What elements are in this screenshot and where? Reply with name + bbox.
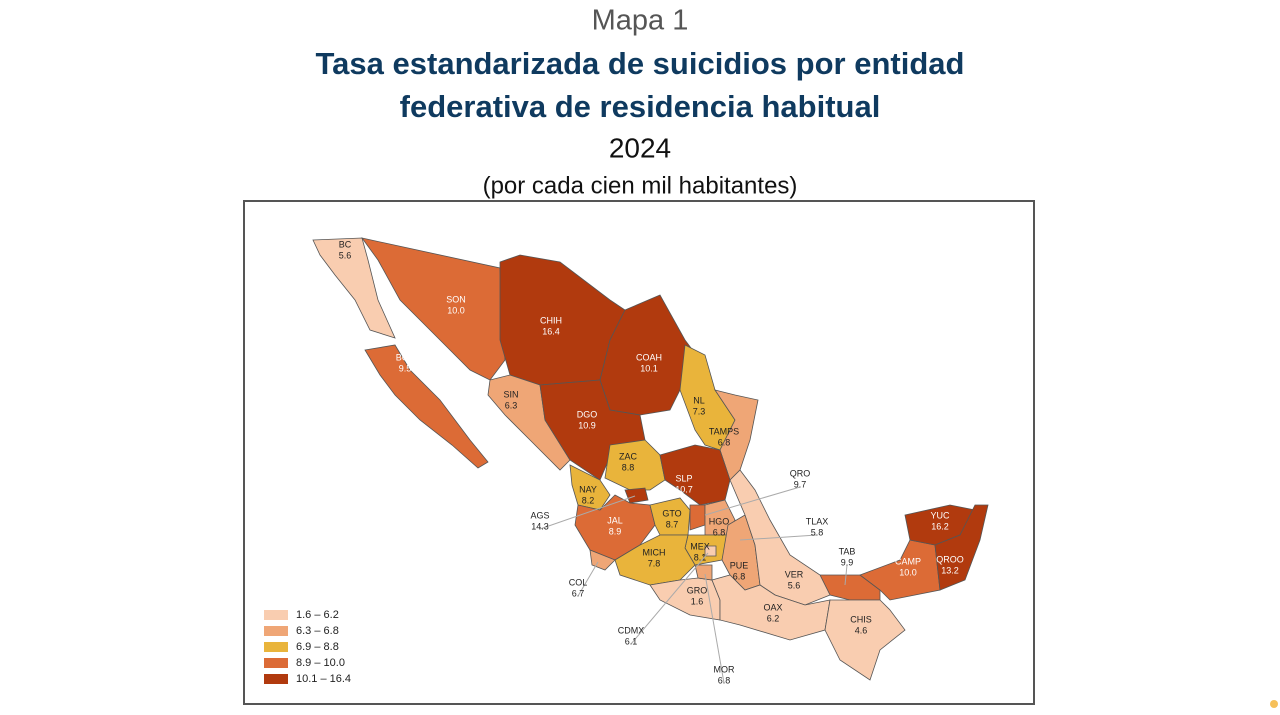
state-name: BCS xyxy=(396,352,415,362)
state-value: 14.3 xyxy=(531,521,549,531)
state-name: CHIH xyxy=(540,315,562,325)
state-value: 6.8 xyxy=(713,527,726,537)
state-name: QROO xyxy=(936,554,964,564)
state xyxy=(487,374,571,471)
state-name: COAH xyxy=(636,352,662,362)
leader-line xyxy=(704,486,801,516)
state-value: 5.6 xyxy=(788,580,801,590)
state-value: 16.4 xyxy=(542,326,560,336)
state-name: SIN xyxy=(503,389,518,399)
legend-label: 8.9 – 10.0 xyxy=(296,657,345,669)
state xyxy=(824,599,906,681)
state-name: AGS xyxy=(530,510,549,520)
leader-line xyxy=(630,552,709,645)
state-name: NL xyxy=(693,395,705,405)
state-name: TLAX xyxy=(806,516,829,526)
state-value: 6.2 xyxy=(767,613,780,623)
state-name: GTO xyxy=(662,508,681,518)
state-value: 8.1 xyxy=(694,552,707,562)
legend-label: 10.1 – 16.4 xyxy=(296,673,351,685)
state-name: BC xyxy=(339,239,352,249)
state-name: CDMX xyxy=(618,625,645,635)
state-value: 5.6 xyxy=(339,250,352,260)
state-name: SON xyxy=(446,294,466,304)
state-value: 6.8 xyxy=(718,437,731,447)
dot xyxy=(1270,700,1278,708)
state-value: 10.9 xyxy=(578,420,596,430)
state-name: MEX xyxy=(690,541,710,551)
state-value: 7.3 xyxy=(693,406,706,416)
state-value: 10.1 xyxy=(640,363,658,373)
state xyxy=(604,439,666,491)
state-value: 6.8 xyxy=(733,571,746,581)
state-value: 4.6 xyxy=(855,625,868,635)
leader-line xyxy=(577,561,599,597)
state-value: 8.8 xyxy=(622,462,635,472)
state-name: OAX xyxy=(763,602,782,612)
state-name: YUC xyxy=(930,510,950,520)
title: federativa de residencia habitual xyxy=(400,89,881,124)
state-name: GRO xyxy=(687,585,708,595)
state-name: MICH xyxy=(643,547,666,557)
legend-swatch xyxy=(264,610,288,620)
state-value: 6.3 xyxy=(505,400,518,410)
state-value: 1.6 xyxy=(691,596,704,606)
map: BC5.6SON10.0CHIH16.4COAH10.1BCS9.5SIN6.3… xyxy=(264,237,989,685)
state-name: COL xyxy=(569,577,588,587)
leader-line xyxy=(739,534,818,541)
state-value: 5.8 xyxy=(811,527,824,537)
state-value: 6.7 xyxy=(572,588,585,598)
legend-label: 6.3 – 6.8 xyxy=(296,625,339,637)
state-value: 13.2 xyxy=(941,565,959,575)
state-value: 8.7 xyxy=(666,519,679,529)
legend-label: 1.6 – 6.2 xyxy=(296,609,339,621)
state-name: QRO xyxy=(790,468,811,478)
state-name: TAMPS xyxy=(709,426,739,436)
state-value: 10.0 xyxy=(447,305,465,315)
state-value: 8.2 xyxy=(582,495,595,505)
state-name: PUE xyxy=(730,560,749,570)
map-number: Mapa 1 xyxy=(592,5,689,37)
state-value: 9.7 xyxy=(794,479,807,489)
state-value: 9.9 xyxy=(841,557,854,567)
state-name: NAY xyxy=(579,484,597,494)
state xyxy=(934,504,989,591)
legend-label: 6.9 – 8.8 xyxy=(296,641,339,653)
state xyxy=(599,294,701,416)
state xyxy=(312,237,396,339)
leader-line xyxy=(539,495,636,530)
leader-line xyxy=(844,564,848,586)
state xyxy=(614,534,696,586)
state-value: 8.9 xyxy=(609,526,622,536)
state-name: MOR xyxy=(714,664,735,674)
title: Tasa estandarizada de suicidios por enti… xyxy=(316,46,965,81)
legend-swatch xyxy=(264,674,288,684)
state-name: VER xyxy=(785,569,804,579)
leader-line xyxy=(704,573,725,684)
state-value: 10.0 xyxy=(899,567,917,577)
state-name: CAMP xyxy=(895,556,921,566)
state-name: ZAC xyxy=(619,451,638,461)
state-value: 6.8 xyxy=(718,675,731,685)
state xyxy=(694,564,713,581)
state-value: 16.2 xyxy=(931,521,949,531)
state-name: SLP xyxy=(675,473,692,483)
state-name: DGO xyxy=(577,409,598,419)
subtitle: (por cada cien mil habitantes) xyxy=(483,172,798,199)
state-value: 10.7 xyxy=(675,484,693,494)
state xyxy=(364,344,489,469)
legend-swatch xyxy=(264,642,288,652)
legend-swatch xyxy=(264,626,288,636)
state-value: 9.5 xyxy=(399,363,412,373)
state-name: JAL xyxy=(607,515,623,525)
state-name: CHIS xyxy=(850,614,872,624)
state-value: 7.8 xyxy=(648,558,661,568)
legend-swatch xyxy=(264,658,288,668)
year: 2024 xyxy=(609,132,671,163)
state-value: 6.1 xyxy=(625,636,638,646)
state-name: TAB xyxy=(839,546,856,556)
state-name: HGO xyxy=(709,516,730,526)
